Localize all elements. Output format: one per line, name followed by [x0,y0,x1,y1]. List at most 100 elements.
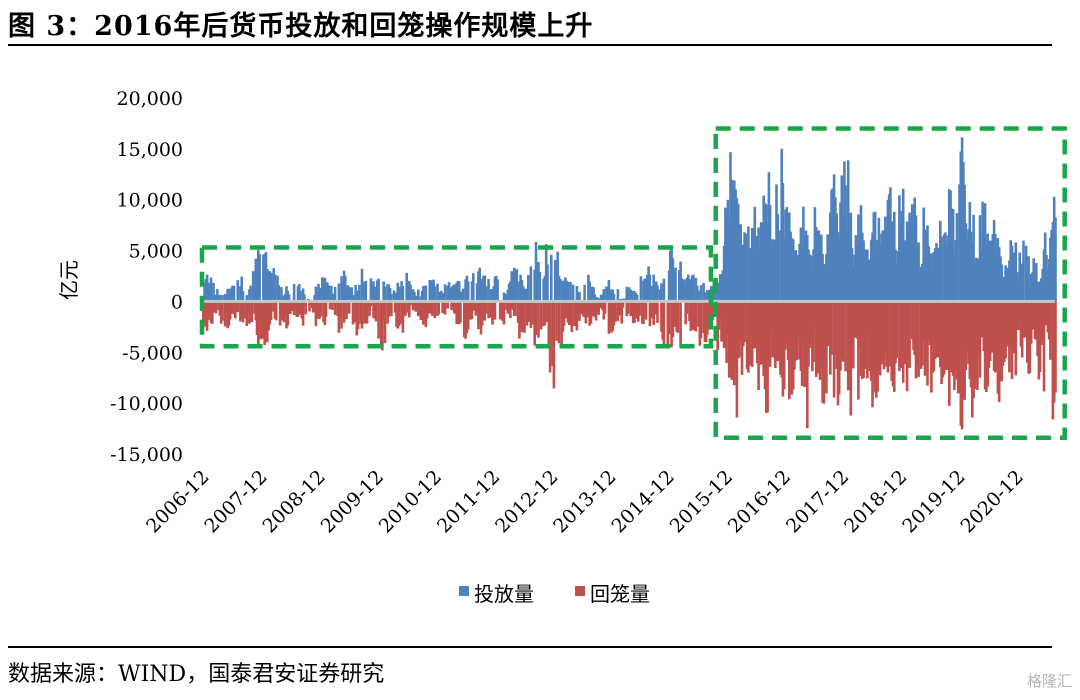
withdraw-bar [711,301,714,321]
withdraw-bar [866,301,869,379]
inject-bar [236,280,240,302]
inject-bar [400,281,403,302]
withdraw-bar [214,301,218,314]
withdraw-bar [908,301,911,368]
withdraw-bar [555,301,558,341]
y-axis-ticks: 20,000 15,000 10,000 5,000 0 -5,000 -10,000 -15… [110,88,183,466]
withdraw-bar [319,301,323,317]
withdraw-bar [333,301,337,315]
inject-bar [628,287,631,302]
inject-bar [917,242,920,302]
inject-bar [955,213,959,302]
inject-bar [660,283,663,302]
x-tick-label: 2009-12 [317,466,388,537]
inject-bar [232,285,236,302]
inject-bar [616,289,620,302]
withdraw-bar [679,301,682,346]
withdraw-bar [706,301,709,335]
withdraw-bar [932,301,936,372]
withdraw-bar [342,301,346,323]
inject-bar [846,160,850,302]
withdraw-bar [466,301,470,330]
inject-bar [392,290,396,302]
withdraw-bar [308,301,311,312]
withdraw-bar [726,301,730,336]
inject-bar [569,281,572,302]
inject-bar [857,214,860,302]
withdraw-bar [568,301,571,326]
inject-bar [330,285,333,302]
withdraw-bar [459,301,462,323]
inject-bar [515,269,519,302]
y-tick-label: 10,000 [117,190,183,212]
inject-bar [221,295,224,302]
inject-bar [258,253,261,302]
inject-bar [550,254,553,302]
inject-bar [575,286,579,302]
inject-bar [240,276,243,302]
withdraw-bar [921,301,924,366]
withdraw-bar [502,301,506,325]
inject-bar [834,197,837,302]
withdraw-bar [529,301,533,328]
withdraw-bar [1014,301,1018,376]
inject-bar [566,281,570,302]
withdraw-bar [620,301,623,324]
withdraw-bar [484,301,488,314]
legend-swatch-inject [459,586,469,596]
withdraw-bar [360,301,364,329]
inject-bar [383,286,387,302]
inject-bar [1012,252,1015,302]
withdraw-bar [383,301,387,343]
inject-bar [301,288,305,302]
inject-bar [411,289,415,302]
inject-bar [223,293,227,302]
inject-bar [373,286,377,302]
inject-bar [277,285,281,302]
withdraw-bar [877,301,881,373]
inject-bar [791,239,795,302]
withdraw-bar [886,301,890,373]
withdraw-bar [743,301,746,342]
inject-bar [588,281,591,302]
inject-bar [358,284,361,302]
x-tick-label: 2006-12 [142,466,213,537]
inject-bar [333,286,337,302]
inject-bar [964,223,968,302]
x-tick-label: 2013-12 [549,466,620,537]
inject-bar [303,294,306,302]
inject-bar [671,258,675,302]
watermark: 格隆汇 [1026,672,1072,690]
inject-bar [216,289,219,302]
withdraw-bar [651,301,654,318]
legend: 投放量 回笼量 [459,582,650,606]
withdraw-bar [278,301,282,326]
withdraw-bar [953,301,956,390]
inject-bar [356,290,360,302]
inject-bar [648,274,652,302]
y-tick-label: 20,000 [117,88,183,110]
inject-bar [209,277,213,302]
inject-bar [388,287,392,302]
inject-bar [529,266,533,302]
inject-bar [390,293,393,302]
inject-bar [337,283,341,302]
inject-bar [683,279,686,302]
inject-bar [1028,289,1032,302]
withdraw-bar [401,301,405,333]
withdraw-bar [260,301,264,339]
withdraw-bar [844,301,847,372]
withdraw-bar [758,301,762,355]
inject-bar [996,238,1000,302]
inject-bar [324,281,328,302]
withdraw-bar [996,301,1000,394]
withdraw-bar [417,301,420,317]
withdraw-bar [345,301,348,320]
withdraw-bar [703,301,707,342]
inject-bar [976,273,979,302]
inject-bar [418,296,421,302]
withdraw-bar [509,301,512,319]
highlight-box [199,245,714,349]
withdraw-bar [544,301,548,322]
withdraw-bar [269,301,273,320]
